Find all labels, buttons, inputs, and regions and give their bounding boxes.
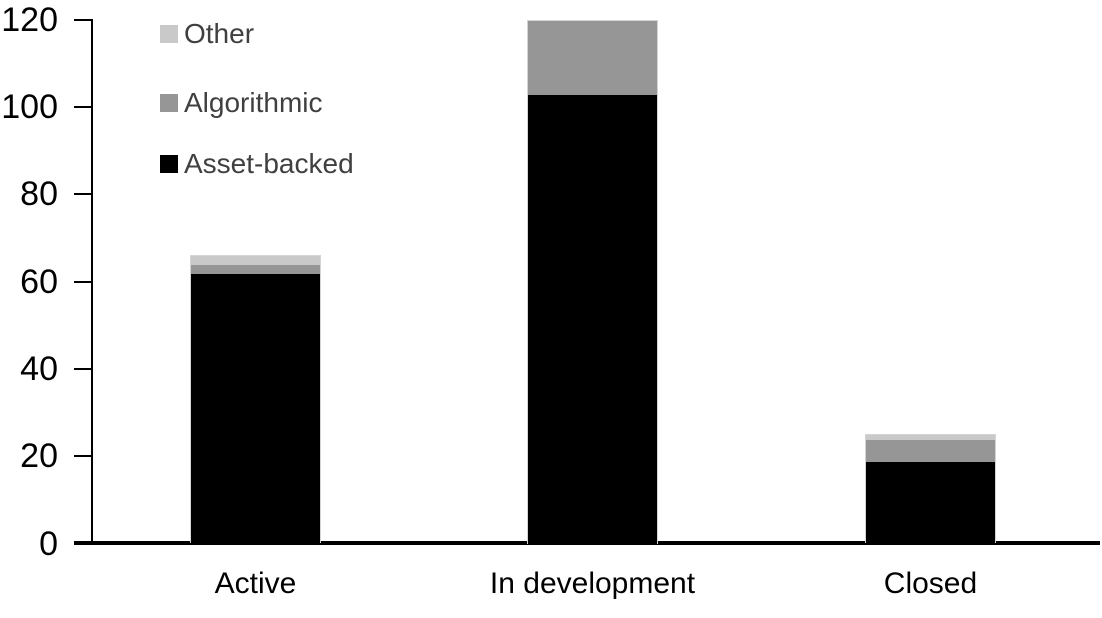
y-tick-mark (74, 105, 91, 108)
y-tick-mark (74, 18, 91, 21)
bar-active (190, 255, 321, 545)
bar-segment-algorithmic (528, 20, 657, 95)
legend-item-asset-backed: Asset-backed (160, 150, 354, 178)
y-tick-label: 100 (1, 87, 58, 126)
y-tick-label: 20 (20, 437, 58, 476)
y-tick-mark (74, 280, 91, 283)
y-axis-line (91, 19, 93, 545)
y-tick-mark (74, 455, 91, 458)
bar-closed (865, 434, 996, 545)
legend-label: Other (184, 18, 255, 49)
y-tick-label: 40 (20, 349, 58, 388)
bar-in-development (527, 19, 658, 545)
legend-item-algorithmic: Algorithmic (160, 89, 322, 117)
bar-segment-other (866, 435, 995, 440)
x-label-active: Active (214, 567, 297, 600)
y-tick-mark (74, 367, 91, 370)
legend-item-other: Other (160, 20, 254, 48)
y-tick-label: 120 (1, 0, 58, 39)
bar-segment-asset-backed (191, 273, 320, 545)
asset-backed-swatch-icon (160, 155, 178, 173)
y-tick-label: 60 (20, 262, 58, 301)
algorithmic-swatch-icon (160, 94, 178, 112)
y-tick-label: 0 (39, 524, 58, 563)
x-label-closed: Closed (883, 567, 978, 600)
bar-segment-algorithmic (866, 439, 995, 462)
bar-segment-asset-backed (528, 94, 657, 545)
legend-label: Asset-backed (184, 148, 354, 179)
bar-segment-other (191, 256, 320, 266)
legend-label: Algorithmic (184, 87, 323, 118)
other-swatch-icon (160, 25, 178, 43)
x-label-in-development: In development (489, 567, 696, 600)
bar-segment-algorithmic (191, 265, 320, 274)
y-tick-label: 80 (20, 175, 58, 214)
y-tick-mark (74, 193, 91, 196)
legend: Other Algorithmic Asset-backed (160, 0, 460, 200)
bar-segment-asset-backed (866, 461, 995, 545)
y-tick-mark (74, 542, 91, 545)
